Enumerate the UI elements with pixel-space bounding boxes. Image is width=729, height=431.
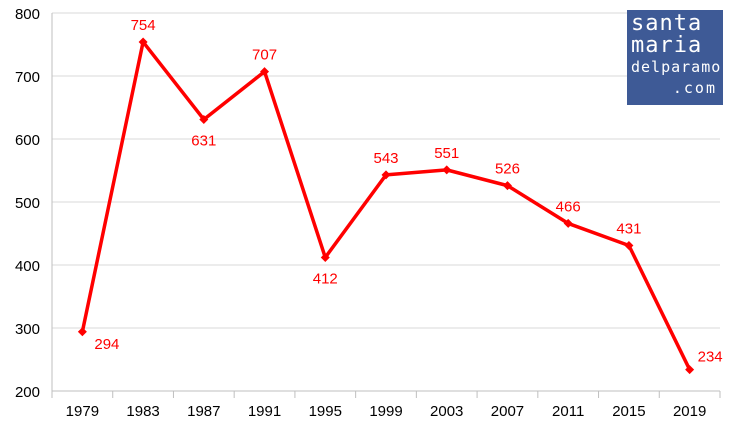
data-point <box>624 240 634 250</box>
y-tick-label: 300 <box>15 321 40 338</box>
data-point <box>381 170 391 180</box>
data-label: 234 <box>698 349 723 366</box>
data-point <box>685 365 695 375</box>
x-tick-label: 2007 <box>491 403 524 420</box>
y-tick-label: 400 <box>15 258 40 275</box>
logo-line-4: .com <box>672 79 717 97</box>
y-tick-label: 700 <box>15 69 40 86</box>
x-tick-label: 1987 <box>187 403 220 420</box>
data-label: 526 <box>495 161 520 178</box>
data-point <box>563 218 573 228</box>
x-tick-label: 2003 <box>430 403 463 420</box>
data-label: 631 <box>191 132 216 149</box>
x-tick-label: 1999 <box>369 403 402 420</box>
x-tick-label: 1995 <box>309 403 342 420</box>
x-tick-label: 1983 <box>126 403 159 420</box>
data-label: 543 <box>373 150 398 167</box>
data-labels: 294 754 631 707 412 543 551 526 466 431 234 <box>94 17 722 366</box>
y-tick-label: 500 <box>15 195 40 212</box>
data-label: 551 <box>434 145 459 162</box>
series-line <box>80 40 692 371</box>
logo-line-1: santa <box>631 11 703 36</box>
x-tick-label: 2011 <box>552 403 584 420</box>
y-tick-label: 200 <box>15 384 40 401</box>
series-group <box>77 37 695 375</box>
data-label: 707 <box>252 47 277 64</box>
x-axis-ticks: 1979 1983 1987 1991 1995 1999 2003 2007 2011 2015… <box>66 403 707 420</box>
data-label: 466 <box>556 198 581 215</box>
logo-line-2: maria <box>631 33 703 58</box>
data-label: 412 <box>313 270 338 287</box>
x-tick-label: 2015 <box>612 403 645 420</box>
data-point <box>502 181 512 191</box>
data-label: 431 <box>616 220 641 237</box>
site-logo: santa maria delparamo .com <box>627 10 723 105</box>
data-point <box>138 37 148 47</box>
data-point <box>442 165 452 175</box>
y-tick-label: 800 <box>15 6 40 23</box>
data-label: 754 <box>131 17 156 34</box>
x-tick-label: 1979 <box>66 403 99 420</box>
x-tick-label: 1991 <box>248 403 281 420</box>
data-point <box>199 114 209 124</box>
y-tick-label: 600 <box>15 132 40 149</box>
data-point <box>320 252 330 262</box>
logo-line-3: delparamo <box>631 58 722 76</box>
x-tick-label: 2019 <box>673 403 706 420</box>
data-label: 294 <box>94 336 119 353</box>
gridlines <box>52 12 720 329</box>
data-point <box>77 327 87 337</box>
axes <box>51 13 721 398</box>
data-point <box>260 67 270 77</box>
y-axis-ticks: 200 300 400 500 600 700 800 <box>15 6 40 401</box>
